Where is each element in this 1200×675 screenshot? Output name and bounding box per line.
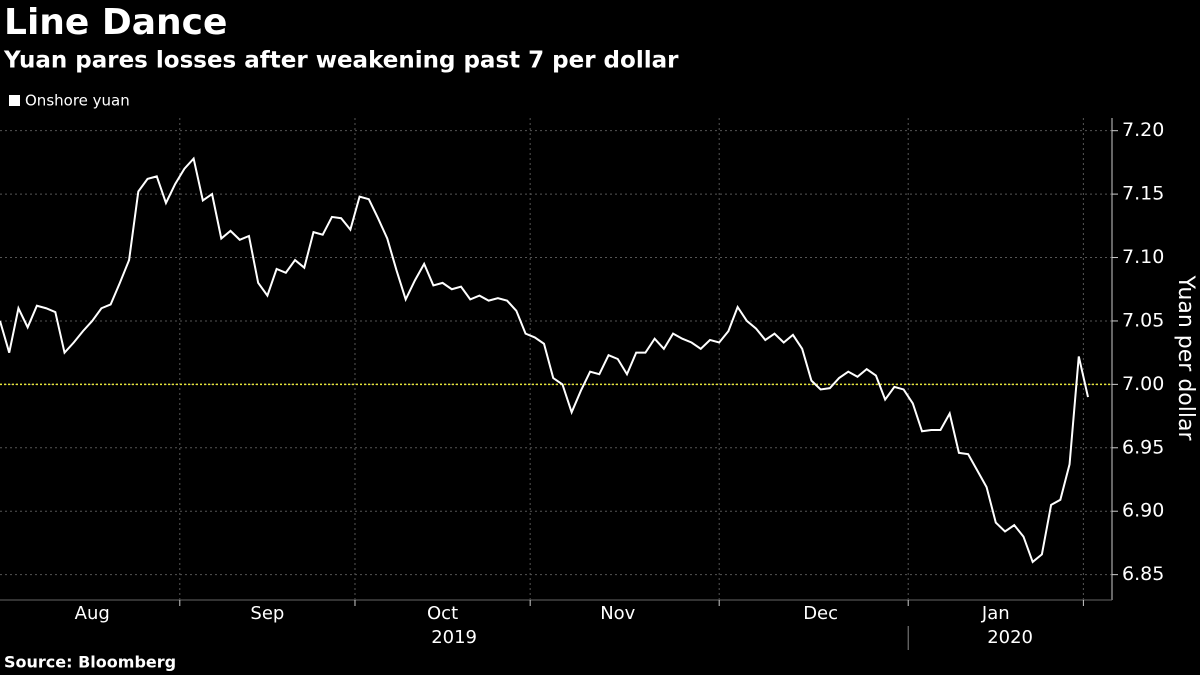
x-tick-label: Nov — [600, 603, 635, 624]
year-label: 2020 — [987, 627, 1033, 648]
source: Source: Bloomberg — [4, 653, 176, 672]
x-tick-label: Sep — [250, 603, 284, 624]
legend-label: Onshore yuan — [25, 92, 130, 110]
x-tick-label: Jan — [981, 603, 1010, 624]
x-tick-label: Aug — [75, 603, 110, 624]
y-tick-label: 7.10 — [1122, 246, 1164, 268]
x-tick-label: Dec — [803, 603, 838, 624]
chart-title: Line Dance — [4, 2, 227, 43]
year-label: 2019 — [431, 627, 477, 648]
chart-subtitle: Yuan pares losses after weakening past 7… — [3, 48, 679, 74]
y-tick-label: 7.20 — [1122, 119, 1164, 141]
y-tick-label: 6.90 — [1122, 500, 1164, 522]
x-tick-label: Oct — [427, 603, 458, 624]
series-line — [0, 156, 1089, 564]
legend-swatch — [9, 95, 20, 106]
y-axis-label: Yuan per dollar — [1173, 275, 1198, 442]
y-tick-label: 7.05 — [1122, 309, 1164, 331]
y-tick-label: 6.85 — [1122, 563, 1164, 585]
y-tick-label: 7.00 — [1122, 373, 1164, 395]
y-tick-label: 7.15 — [1122, 183, 1164, 205]
y-tick-label: 6.95 — [1122, 436, 1164, 458]
